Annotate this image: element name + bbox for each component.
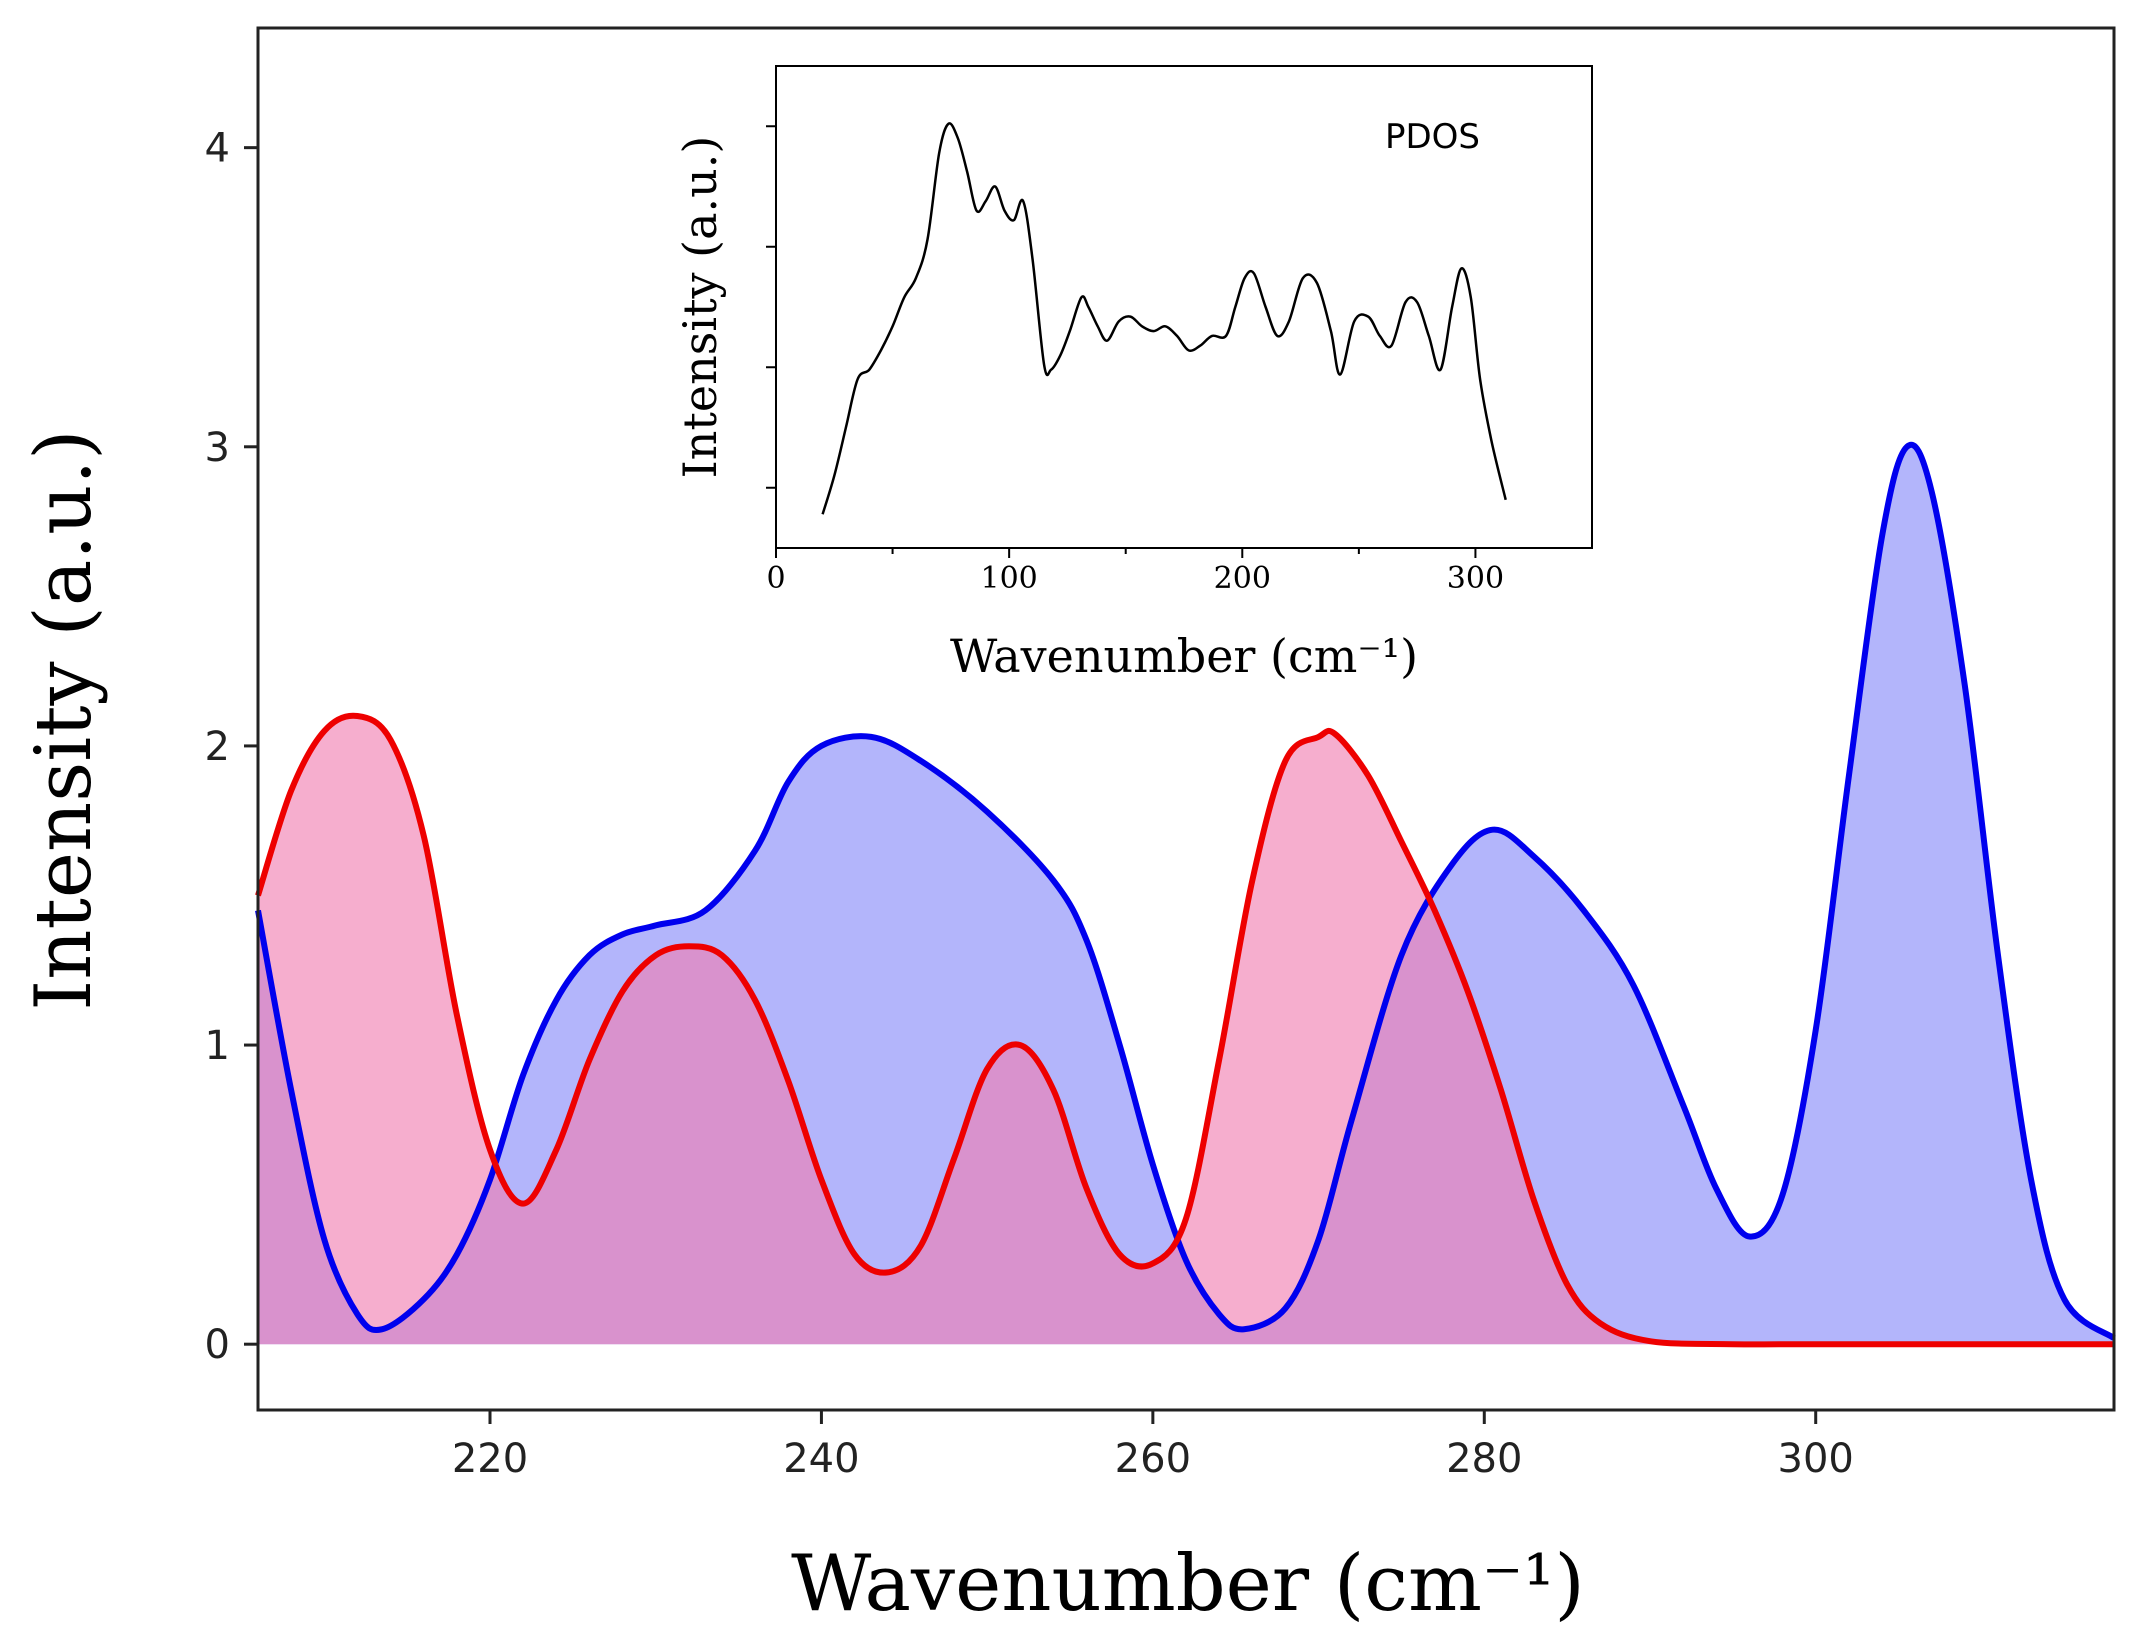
inset-plot: 0 100 200 300 PDOS Wavenumber (cm⁻¹) Intens… (673, 65, 1593, 683)
main-x-tick-label: 240 (783, 1436, 859, 1482)
inset-x-ticks: 0 100 200 300 (766, 548, 1504, 596)
main-x-ticks: 220 240 260 280 300 (452, 1410, 1854, 1482)
main-y-tick-label: 1 (205, 1023, 230, 1069)
inset-series-lines (821, 122, 1507, 515)
inset-x-tick-label: 300 (1447, 561, 1504, 596)
inset-annotation-pdos: PDOS (1385, 117, 1480, 157)
main-y-ticks: 0 1 2 3 4 (205, 126, 258, 1368)
main-x-tick-label: 280 (1446, 1436, 1522, 1482)
inset-y-axis-title: Intensity (a.u.) (673, 136, 727, 479)
main-y-axis-title: Intensity (a.u.) (19, 429, 109, 1010)
main-x-tick-label: 260 (1115, 1436, 1191, 1482)
line-blue (255, 441, 2116, 1341)
main-x-tick-label: 220 (452, 1436, 528, 1482)
main-plot-frame (256, 26, 2116, 1412)
main-y-tick-label: 2 (205, 724, 230, 770)
inset-line-pdos (821, 122, 1507, 515)
main-series-lines (255, 441, 2116, 1348)
inset-x-tick-label: 100 (981, 561, 1038, 596)
main-x-tick-label: 300 (1778, 1436, 1854, 1482)
main-y-tick-label: 4 (205, 126, 230, 172)
main-y-tick-label: 3 (205, 425, 230, 471)
inset-y-ticks (766, 125, 776, 489)
line-red (255, 712, 2114, 1348)
inset-x-tick-label: 0 (766, 561, 785, 596)
area-red (258, 715, 2114, 1345)
inset-plot-frame (775, 65, 1593, 549)
main-series-areas (258, 444, 2114, 1345)
main-y-tick-label: 0 (205, 1322, 230, 1368)
main-x-axis-title: Wavenumber (cm⁻¹) (791, 1539, 1585, 1629)
inset-x-tick-label: 200 (1214, 561, 1271, 596)
inset-x-axis-title: Wavenumber (cm⁻¹) (950, 629, 1418, 683)
